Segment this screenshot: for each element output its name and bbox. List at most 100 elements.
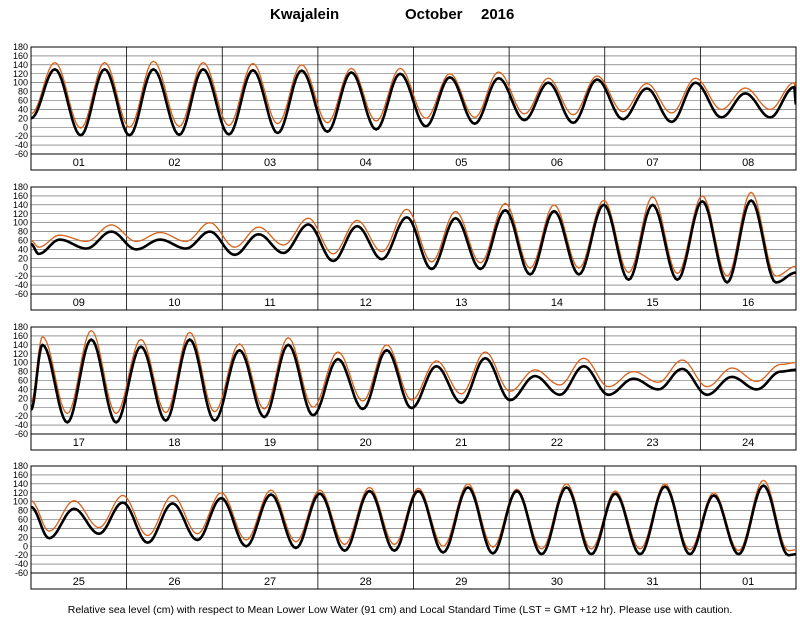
y-tick-label: 0 <box>23 541 28 551</box>
y-tick-label: 40 <box>18 384 28 394</box>
day-label: 22 <box>551 437 563 449</box>
panel-frame <box>30 46 797 171</box>
y-tick-label: 60 <box>18 515 28 525</box>
day-label: 06 <box>551 157 563 169</box>
panel-frame <box>30 186 797 311</box>
y-tick-label: 80 <box>18 367 28 377</box>
footer-note: Relative sea level (cm) with respect to … <box>68 604 733 616</box>
y-tick-label: 100 <box>13 218 28 228</box>
y-tick-label: 60 <box>18 376 28 386</box>
y-tick-label: 160 <box>13 470 28 480</box>
y-tick-label: 180 <box>13 182 28 192</box>
y-tick-label: 180 <box>13 42 28 52</box>
y-tick-label: 20 <box>18 393 28 403</box>
y-tick-label: -60 <box>15 289 28 299</box>
day-label: 27 <box>264 576 276 588</box>
station-title: Kwajalein <box>270 6 339 23</box>
y-tick-label: 40 <box>18 104 28 114</box>
day-label: 09 <box>73 297 85 309</box>
day-label: 19 <box>264 437 276 449</box>
predicted-series-line <box>31 191 796 277</box>
y-tick-label: -40 <box>15 420 28 430</box>
y-tick-label: 20 <box>18 253 28 263</box>
observed-series-line <box>31 338 796 424</box>
y-tick-label: 180 <box>13 322 28 332</box>
y-tick-label: -20 <box>15 131 28 141</box>
y-tick-label: 80 <box>18 87 28 97</box>
y-tick-label: -20 <box>15 411 28 421</box>
day-label: 25 <box>73 576 85 588</box>
day-label: 28 <box>360 576 372 588</box>
y-tick-label: 20 <box>18 532 28 542</box>
y-tick-label: 40 <box>18 244 28 254</box>
day-label: 10 <box>168 297 180 309</box>
month-title: October <box>405 6 463 23</box>
y-tick-label: 120 <box>13 349 28 359</box>
day-label: 08 <box>742 157 754 169</box>
day-label: 11 <box>264 297 275 309</box>
day-label: 07 <box>646 157 658 169</box>
day-label: 03 <box>264 157 276 169</box>
predicted-series-line <box>31 60 796 129</box>
y-tick-label: 160 <box>13 191 28 201</box>
predicted-series-line <box>31 329 796 415</box>
day-label: 05 <box>455 157 467 169</box>
y-tick-label: 140 <box>13 479 28 489</box>
day-label: 15 <box>646 297 658 309</box>
day-label: 16 <box>742 297 754 309</box>
day-label: 20 <box>360 437 372 449</box>
day-label: 21 <box>455 437 467 449</box>
observed-series-line <box>31 68 796 137</box>
day-label: 04 <box>360 157 372 169</box>
y-tick-label: 120 <box>13 69 28 79</box>
observed-series-line <box>31 484 796 557</box>
day-label: 29 <box>455 576 467 588</box>
y-tick-label: 120 <box>13 488 28 498</box>
y-tick-label: -40 <box>15 559 28 569</box>
y-tick-label: -20 <box>15 271 28 281</box>
y-tick-label: 60 <box>18 236 28 246</box>
y-tick-label: 40 <box>18 523 28 533</box>
y-tick-label: 180 <box>13 461 28 471</box>
day-label: 14 <box>551 297 563 309</box>
y-tick-label: 20 <box>18 113 28 123</box>
year-title: 2016 <box>481 6 514 23</box>
day-label: 13 <box>455 297 467 309</box>
y-tick-label: 80 <box>18 227 28 237</box>
y-tick-label: 0 <box>23 402 28 412</box>
day-label: 17 <box>73 437 85 449</box>
y-tick-label: 0 <box>23 122 28 132</box>
y-tick-label: 160 <box>13 331 28 341</box>
y-tick-label: -60 <box>15 149 28 159</box>
y-tick-label: 160 <box>13 51 28 61</box>
day-label: 31 <box>646 576 658 588</box>
panel-frame <box>30 326 797 451</box>
y-tick-label: -40 <box>15 140 28 150</box>
y-tick-label: 140 <box>13 200 28 210</box>
y-tick-label: -40 <box>15 280 28 290</box>
day-label: 02 <box>168 157 180 169</box>
y-tick-label: 60 <box>18 96 28 106</box>
day-label: 18 <box>168 437 180 449</box>
y-tick-label: 0 <box>23 262 28 272</box>
y-tick-label: 140 <box>13 340 28 350</box>
day-label: 23 <box>646 437 658 449</box>
day-label: 30 <box>551 576 563 588</box>
y-tick-label: 120 <box>13 209 28 219</box>
y-tick-label: 100 <box>13 358 28 368</box>
y-tick-label: 100 <box>13 78 28 88</box>
y-tick-label: 80 <box>18 506 28 516</box>
y-tick-label: 100 <box>13 497 28 507</box>
day-label: 01 <box>73 157 85 169</box>
day-label: 26 <box>168 576 180 588</box>
y-tick-label: 140 <box>13 60 28 70</box>
day-label: 24 <box>742 437 754 449</box>
panel-frame <box>30 465 797 590</box>
day-label: 01 <box>742 576 754 588</box>
